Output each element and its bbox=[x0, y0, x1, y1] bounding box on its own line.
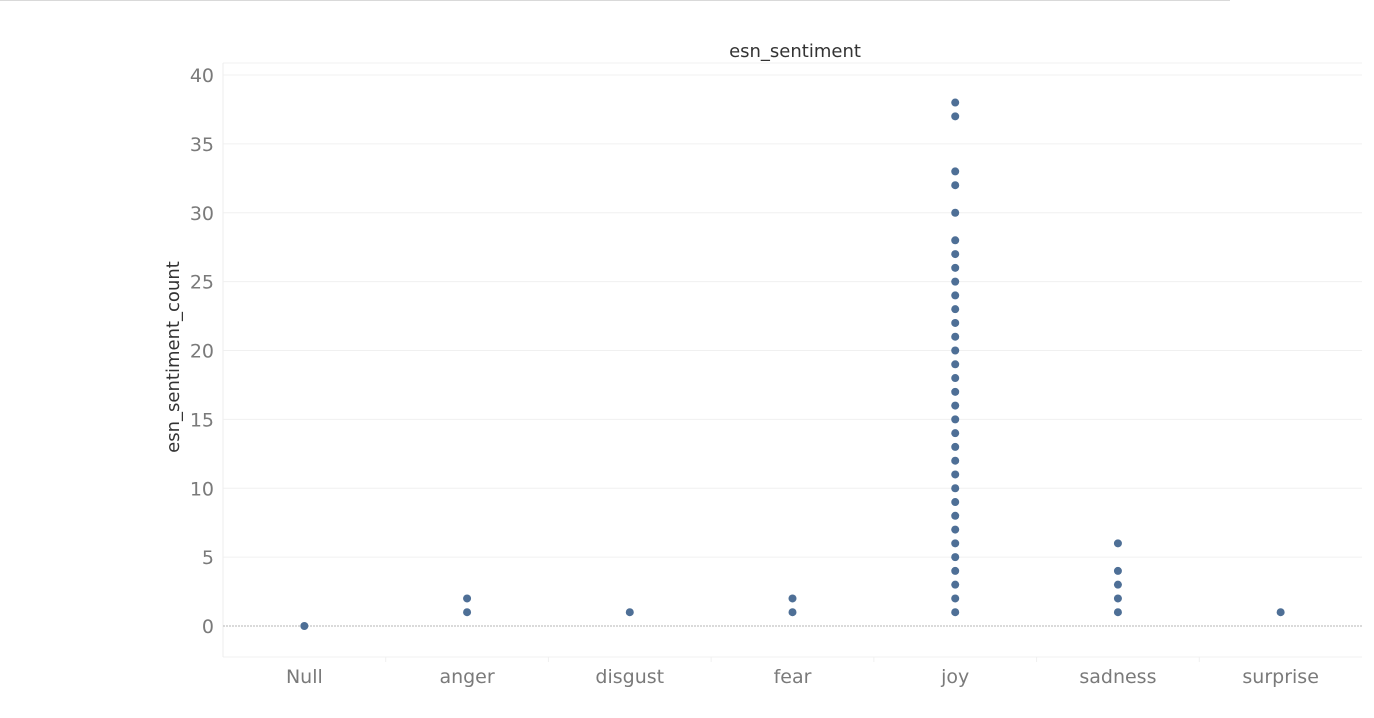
data-point-joy bbox=[951, 401, 960, 410]
data-point-Null bbox=[300, 622, 309, 630]
data-point-joy bbox=[951, 511, 960, 520]
data-point-joy bbox=[951, 236, 960, 245]
data-point-joy bbox=[951, 332, 960, 341]
data-point-sadness bbox=[1113, 566, 1122, 575]
data-point-joy bbox=[951, 374, 960, 383]
x-tick-label: disgust bbox=[595, 666, 664, 688]
data-points bbox=[300, 98, 1285, 630]
y-tick-label: 30 bbox=[190, 203, 214, 225]
y-tick-label: 10 bbox=[190, 478, 214, 500]
data-point-joy bbox=[951, 566, 960, 575]
data-point-joy bbox=[951, 318, 960, 327]
x-tick-label: joy bbox=[940, 666, 969, 688]
data-point-joy bbox=[951, 442, 960, 451]
data-point-disgust bbox=[625, 608, 634, 617]
x-tick-label: fear bbox=[774, 666, 812, 688]
data-point-joy bbox=[951, 181, 960, 190]
data-point-joy bbox=[951, 498, 960, 507]
data-point-joy bbox=[951, 539, 960, 548]
data-point-surprise bbox=[1276, 608, 1285, 617]
y-tick-label: 5 bbox=[202, 547, 214, 569]
x-axis-ticks: Null anger disgust fear joy sadness surprise bbox=[286, 657, 1319, 688]
data-point-joy bbox=[951, 415, 960, 424]
data-point-sadness bbox=[1113, 608, 1122, 617]
data-point-joy bbox=[951, 98, 960, 107]
data-point-sadness bbox=[1113, 539, 1122, 548]
data-point-joy bbox=[951, 594, 960, 603]
data-point-joy bbox=[951, 208, 960, 217]
data-point-fear bbox=[788, 608, 797, 617]
data-point-joy bbox=[951, 429, 960, 438]
data-point-anger bbox=[463, 594, 472, 603]
data-point-joy bbox=[951, 525, 960, 534]
x-tick-label: surprise bbox=[1242, 666, 1319, 688]
y-axis-title: esn_sentiment_count bbox=[163, 261, 184, 453]
data-point-joy bbox=[951, 484, 960, 493]
x-tick-label: sadness bbox=[1079, 666, 1156, 688]
data-point-joy bbox=[951, 112, 960, 121]
data-point-fear bbox=[788, 594, 797, 603]
y-tick-label: 0 bbox=[202, 616, 214, 638]
data-point-joy bbox=[951, 553, 960, 562]
data-point-joy bbox=[951, 291, 960, 300]
data-point-joy bbox=[951, 346, 960, 355]
data-point-joy bbox=[951, 277, 960, 286]
gridlines bbox=[222, 62, 1362, 658]
data-point-joy bbox=[951, 263, 960, 272]
y-tick-label: 35 bbox=[190, 134, 214, 156]
y-tick-label: 25 bbox=[190, 272, 214, 294]
y-axis-ticks: 0 5 10 15 20 25 30 35 40 bbox=[190, 65, 214, 638]
data-point-joy bbox=[951, 470, 960, 479]
data-point-joy bbox=[951, 305, 960, 314]
data-point-joy bbox=[951, 580, 960, 589]
data-point-joy bbox=[951, 250, 960, 259]
data-point-joy bbox=[951, 608, 960, 617]
y-tick-label: 15 bbox=[190, 409, 214, 431]
x-tick-label: anger bbox=[439, 666, 494, 688]
chart-title: esn_sentiment bbox=[729, 41, 861, 62]
y-tick-label: 20 bbox=[190, 341, 214, 363]
data-point-joy bbox=[951, 167, 960, 176]
data-point-joy bbox=[951, 456, 960, 465]
data-point-sadness bbox=[1113, 580, 1122, 589]
x-tick-label: Null bbox=[286, 666, 323, 688]
data-point-joy bbox=[951, 360, 960, 369]
data-point-sadness bbox=[1113, 594, 1122, 603]
data-point-joy bbox=[951, 387, 960, 396]
data-point-anger bbox=[463, 608, 472, 617]
y-tick-label: 40 bbox=[190, 65, 214, 87]
